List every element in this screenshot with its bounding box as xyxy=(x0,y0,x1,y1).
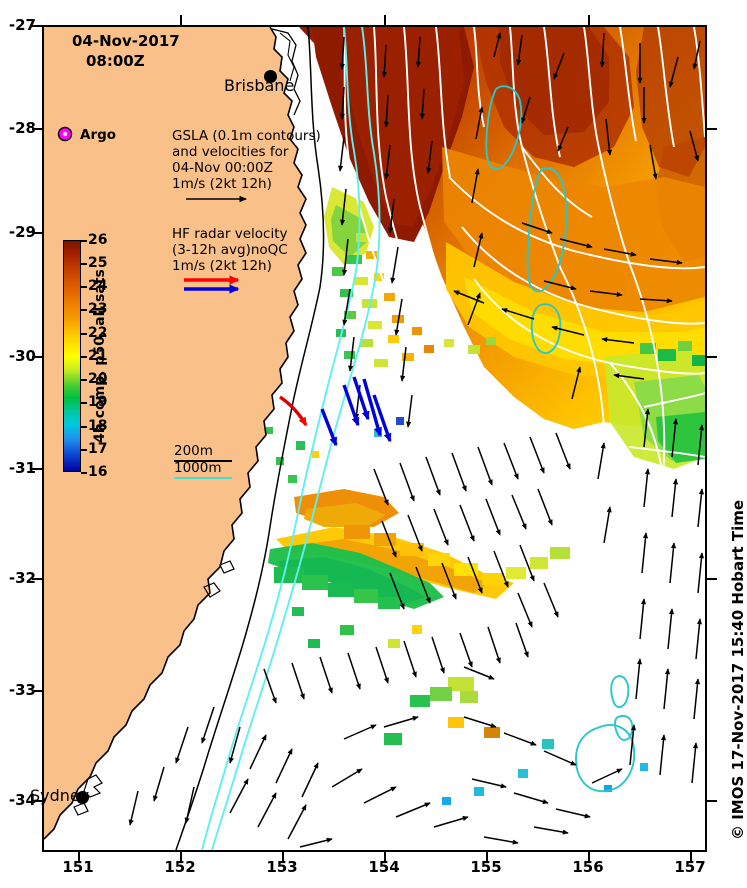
x-tick xyxy=(588,852,590,862)
gsla-legend-line1: GSLA (0.1m contours) xyxy=(172,128,321,144)
gsla-legend-arrow xyxy=(186,195,247,203)
bathymetry-contours xyxy=(175,27,381,850)
colorbar-tick xyxy=(81,449,87,451)
hf-legend-line2: (3-12h avg)noQC xyxy=(172,242,288,258)
y-axis-label: -32 xyxy=(8,569,36,587)
depth-1000-label: 1000m xyxy=(174,460,222,476)
y-tick-right xyxy=(707,800,717,802)
colorbar-tick xyxy=(81,426,87,428)
colorbar-gradient xyxy=(64,241,80,471)
x-axis-label: 152 xyxy=(164,858,196,876)
x-tick xyxy=(690,852,692,862)
colorbar-tick xyxy=(81,286,87,288)
depth-200-label: 200m xyxy=(174,443,213,459)
y-axis-label: -27 xyxy=(8,16,36,34)
argo-legend-label: Argo xyxy=(80,127,117,143)
gsla-legend-line2: and velocities for xyxy=(172,144,289,160)
y-tick xyxy=(32,128,42,130)
x-axis-label: 157 xyxy=(674,858,706,876)
colorbar-tick xyxy=(81,379,87,381)
x-axis-label: 154 xyxy=(368,858,400,876)
colorbar-tick xyxy=(81,309,87,311)
x-tick xyxy=(78,852,80,862)
y-tick-right xyxy=(707,578,717,580)
y-axis-label: -34 xyxy=(8,791,36,809)
y-axis-label: -28 xyxy=(8,119,36,137)
gsla-contours xyxy=(343,27,705,612)
y-tick xyxy=(32,578,42,580)
x-tick-top xyxy=(588,15,590,25)
hf-legend-line1: HF radar velocity xyxy=(172,226,288,242)
gsla-velocity-arrows xyxy=(128,32,705,848)
colorbar-tick-label: 21 xyxy=(88,348,108,364)
colorbar-tick-label: 24 xyxy=(88,278,108,294)
colorbar-tick-label: 19 xyxy=(88,394,108,410)
gsla-legend-line4: 1m/s (2kt 12h) xyxy=(172,176,272,192)
colorbar-tick xyxy=(81,263,87,265)
colorbar-tick-label: 16 xyxy=(88,464,108,480)
y-tick xyxy=(32,800,42,802)
y-axis-label: -33 xyxy=(8,681,36,699)
brisbane-marker xyxy=(264,70,277,83)
copyright-credit: © IMOS 17-Nov-2017 15:40 Hobart Time xyxy=(729,499,747,840)
x-axis-label: 156 xyxy=(572,858,604,876)
land-mass xyxy=(44,27,306,839)
x-tick xyxy=(486,852,488,862)
colorbar-tick-label: 22 xyxy=(88,325,108,341)
y-tick xyxy=(32,356,42,358)
colorbar-tick xyxy=(81,472,87,474)
x-axis-label: 155 xyxy=(470,858,502,876)
hf-radar-arrows xyxy=(279,376,392,447)
hf-legend-line3: 1m/s (2kt 12h) xyxy=(172,258,272,274)
x-tick xyxy=(384,852,386,862)
colorbar xyxy=(63,240,81,472)
cloud-mask-outlines xyxy=(485,85,636,792)
title-date: 04-Nov-2017 xyxy=(72,32,180,50)
x-tick xyxy=(180,852,182,862)
colorbar-tick-label: 25 xyxy=(88,255,108,271)
colorbar-tick-label: 17 xyxy=(88,441,108,457)
colorbar-tick xyxy=(81,402,87,404)
brisbane-label: Brisbane xyxy=(224,76,295,95)
hf-legend-arrows xyxy=(184,275,240,294)
x-tick xyxy=(282,852,284,862)
colorbar-axis-label: 4h comp, p50, all sats xyxy=(92,269,108,443)
map-graphic xyxy=(44,27,705,850)
map-plot-area xyxy=(42,25,707,852)
depth-1000-line xyxy=(174,477,232,479)
x-tick-top xyxy=(180,15,182,25)
depth-200-line xyxy=(174,460,232,462)
y-tick xyxy=(32,468,42,470)
colorbar-tick xyxy=(81,240,87,242)
gsla-legend-line3: 04-Nov 00:00Z xyxy=(172,160,273,176)
sydney-label: Sydney xyxy=(30,786,90,805)
colorbar-tick-label: 18 xyxy=(88,418,108,434)
y-tick xyxy=(32,25,42,27)
title-time: 08:00Z xyxy=(86,52,145,70)
sydney-marker xyxy=(76,791,89,804)
argo-icon xyxy=(57,126,73,142)
y-tick xyxy=(32,690,42,692)
x-axis-label: 151 xyxy=(62,858,94,876)
y-axis-label: -29 xyxy=(8,223,36,241)
x-tick-top xyxy=(384,15,386,25)
colorbar-tick xyxy=(81,333,87,335)
y-tick-right xyxy=(707,128,717,130)
y-tick xyxy=(32,232,42,234)
colorbar-tick xyxy=(81,356,87,358)
colorbar-tick-label: 23 xyxy=(88,301,108,317)
y-axis-label: -31 xyxy=(8,459,36,477)
y-axis-label: -30 xyxy=(8,347,36,365)
x-axis-label: 153 xyxy=(266,858,298,876)
colorbar-tick-label: 20 xyxy=(88,371,108,387)
y-tick-right xyxy=(707,356,717,358)
colorbar-tick-label: 26 xyxy=(88,232,108,248)
